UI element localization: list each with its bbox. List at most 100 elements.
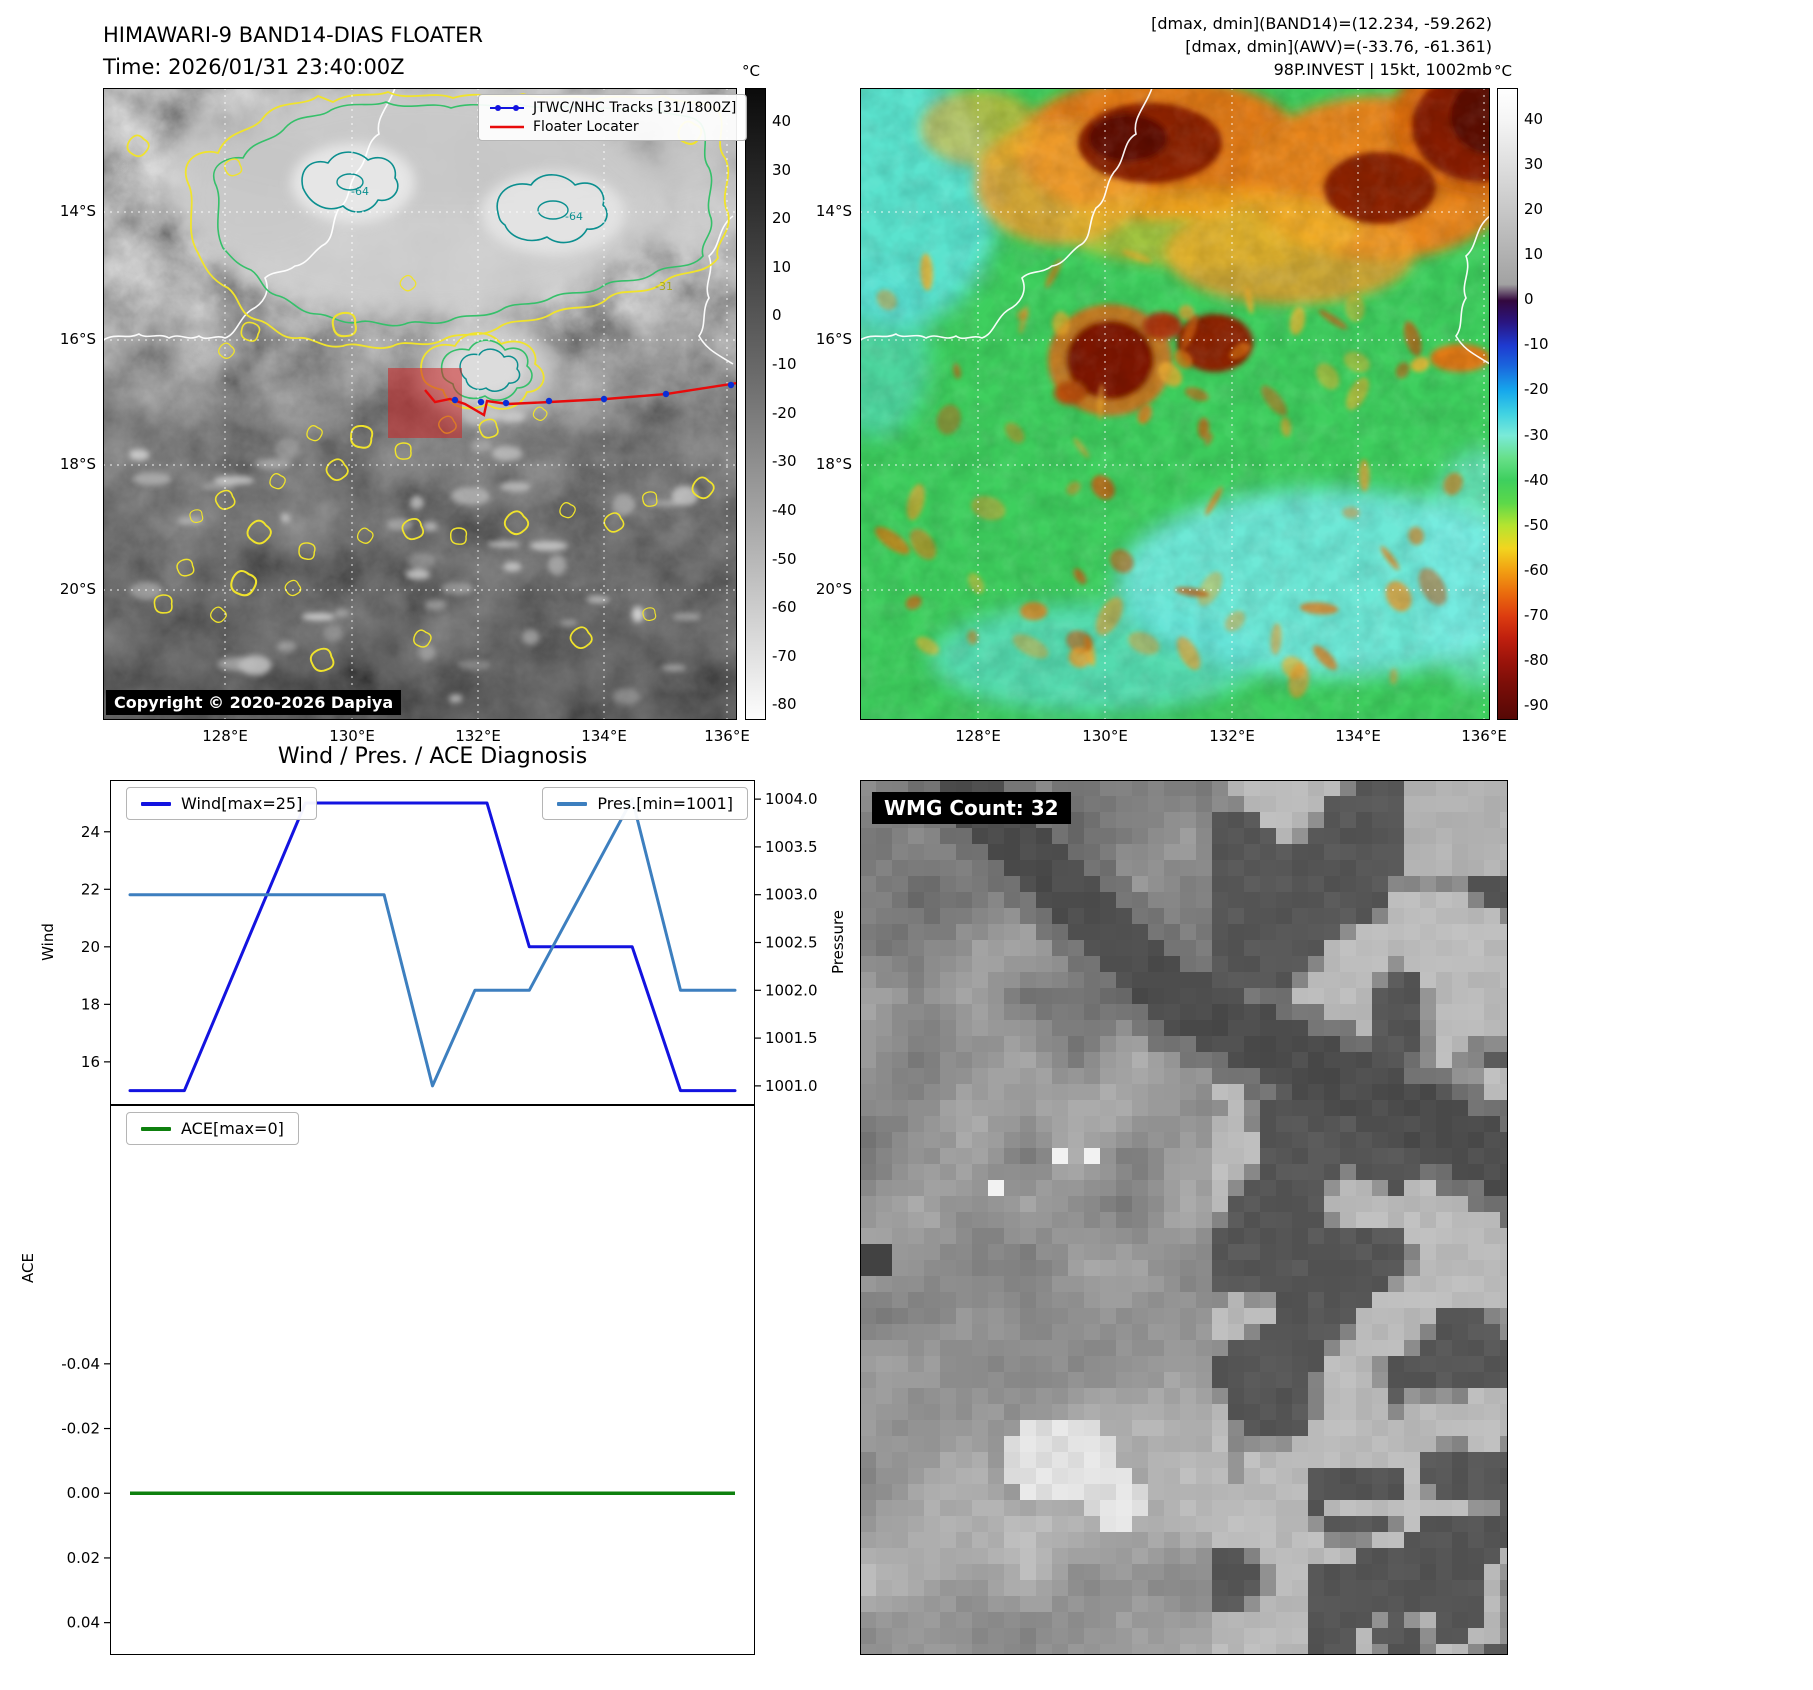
band14-colorbar-tick: -80 (772, 695, 797, 714)
jtwc-track-points (451, 381, 735, 407)
wind-axis-label: Wind (39, 923, 57, 961)
lat-tick: 16°S (815, 330, 852, 348)
contour-label: -64 (351, 185, 369, 198)
wind-pressure-chart: 16 18 20 22 24 1001.0 1001.5 1002.0 1002.5 1003.0… (81, 780, 818, 1105)
awv-colorbar-tick: -70 (1524, 606, 1549, 625)
plot-border (103, 88, 737, 720)
wmg-count-badge: WMG Count: 32 (872, 792, 1071, 824)
band14-colorbar-tick: 10 (772, 257, 792, 276)
svg-text:-0.04: -0.04 (61, 1355, 100, 1373)
band14-colorbar-unit: °C (742, 62, 760, 80)
lat-tick: 14°S (815, 202, 852, 220)
svg-text:0.00: 0.00 (67, 1484, 100, 1502)
svg-text:22: 22 (81, 880, 100, 898)
lon-tick: 136°E (1461, 727, 1507, 745)
band14-colorbar-tick: -20 (772, 403, 797, 422)
awv-colorbar-tick: 20 (1524, 199, 1544, 218)
awv-enhanced-satellite-map (860, 88, 1490, 720)
band14-satellite-map: -64 -64 -31 (103, 88, 737, 720)
band14-time-line: Time: 2026/01/31 23:40:00Z (103, 54, 405, 79)
pixel-cells (860, 780, 1508, 1655)
awv-colorbar-tick: -40 (1524, 470, 1549, 489)
awv-colorbar-tick: 0 (1524, 290, 1534, 309)
pressure-legend: Pres.[min=1001] (542, 787, 748, 820)
lon-tick: 134°E (581, 727, 627, 745)
svg-text:16: 16 (81, 1053, 100, 1071)
ace-legend: ACE[max=0] (126, 1112, 299, 1145)
band14-legend: JTWC/NHC Tracks [31/1800Z] Floater Locat… (478, 94, 748, 141)
legend-jtwc-label: JTWC/NHC Tracks [31/1800Z] (533, 100, 737, 116)
wind-line-sample-icon (141, 801, 171, 806)
lon-tick: 136°E (704, 727, 750, 745)
ace-chart: 0.04 0.02 0.00 -0.02 -0.04 (61, 1105, 755, 1655)
lon-tick: 132°E (1209, 727, 1255, 745)
band14-colorbar-tick: -60 (772, 598, 797, 617)
contour-label: -31 (655, 280, 673, 293)
svg-text:1001.5: 1001.5 (765, 1029, 818, 1047)
lat-tick: 20°S (815, 580, 852, 598)
awv-colorbar-tick: -50 (1524, 515, 1549, 534)
ace-line-sample-icon (141, 1126, 171, 1131)
svg-text:24: 24 (81, 823, 100, 841)
band14-colorbar-tick: -40 (772, 500, 797, 519)
contour-label: -64 (565, 210, 583, 223)
ace-axis-label: ACE (19, 1253, 37, 1283)
lon-tick: 130°E (1082, 727, 1128, 745)
lon-tick: 128°E (202, 727, 248, 745)
floater-track-line (424, 381, 737, 417)
lat-tick: 20°S (59, 580, 96, 598)
svg-text:0.04: 0.04 (67, 1614, 100, 1632)
svg-text:0.02: 0.02 (67, 1549, 100, 1567)
band14-title-line1: HIMAWARI-9 BAND14-DIAS FLOATER (103, 23, 483, 47)
coastline (860, 88, 1490, 365)
band14-colorbar-tick: 40 (772, 112, 792, 131)
floater-target-box (388, 368, 462, 438)
svg-text:20: 20 (81, 938, 100, 956)
lat-tick: 16°S (59, 330, 96, 348)
svg-text:1003.0: 1003.0 (765, 886, 818, 904)
band14-colorbar-tick: -10 (772, 355, 797, 374)
awv-header: [dmax, dmin](BAND14)=(12.234, -59.262) [… (1151, 12, 1492, 82)
awv-colorbar-tick: -10 (1524, 335, 1549, 354)
wind-legend: Wind[max=25] (126, 787, 318, 820)
svg-text:1003.5: 1003.5 (765, 838, 818, 856)
scattered-low-clouds (129, 404, 701, 705)
pressure-legend-label: Pres.[min=1001] (597, 794, 733, 813)
lon-tick: 132°E (455, 727, 501, 745)
lat-tick: 14°S (59, 202, 96, 220)
wmg-pixel-map (860, 780, 1508, 1655)
jtwc-track-sample-icon (490, 105, 524, 111)
dmax-dmin-awv: [dmax, dmin](AWV)=(-33.76, -61.361) (1185, 37, 1492, 57)
awv-colorbar-tick: -30 (1524, 425, 1549, 444)
band14-colorbar-tick: -70 (772, 646, 797, 665)
awv-colorbar-unit: °C (1494, 62, 1512, 80)
legend-floater-label: Floater Locater (533, 119, 639, 135)
awv-colorbar-tick: -60 (1524, 561, 1549, 580)
band14-colorbar-tick: 20 (772, 209, 792, 228)
pressure-line-sample-icon (557, 801, 588, 806)
band14-colorbar (745, 88, 766, 720)
legend-row-floater: Floater Locater (489, 119, 736, 135)
band14-colorbar-tick: 0 (772, 306, 782, 325)
band14-colorbar-tick: 30 (772, 160, 792, 179)
wind-legend-label: Wind[max=25] (181, 794, 303, 813)
awv-colorbar (1497, 88, 1518, 720)
legend-row-jtwc: JTWC/NHC Tracks [31/1800Z] (489, 100, 736, 116)
latlon-grid (860, 88, 1490, 720)
pressure-axis-label: Pressure (829, 909, 847, 975)
band14-colorbar-tick: -50 (772, 549, 797, 568)
lat-tick: 18°S (59, 455, 96, 473)
dmax-dmin-band14: [dmax, dmin](BAND14)=(12.234, -59.262) (1151, 14, 1492, 33)
svg-text:1002.0: 1002.0 (765, 981, 818, 999)
svg-text:1004.0: 1004.0 (765, 790, 818, 808)
lon-tick: 128°E (955, 727, 1001, 745)
lat-tick: 18°S (815, 455, 852, 473)
ace-legend-label: ACE[max=0] (181, 1119, 284, 1138)
awv-colorbar-tick: -90 (1524, 696, 1549, 715)
plot-border (860, 780, 1508, 1655)
awv-colorbar-tick: -80 (1524, 651, 1549, 670)
awv-colorbar-tick: 30 (1524, 154, 1544, 173)
awv-colorbar-tick: 10 (1524, 245, 1544, 264)
invest-status: 98P.INVEST | 15kt, 1002mb (1273, 60, 1492, 80)
